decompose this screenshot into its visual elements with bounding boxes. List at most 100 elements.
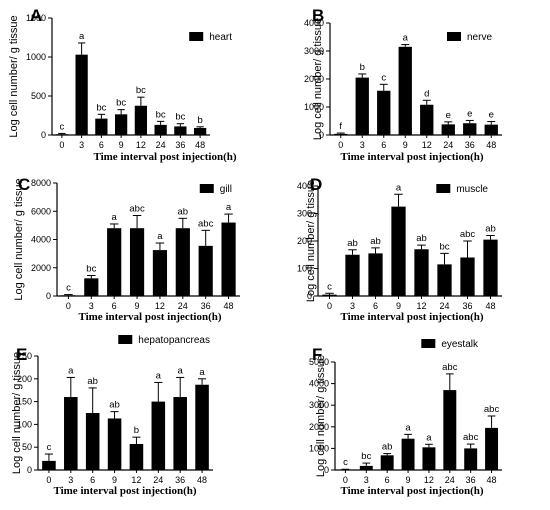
y-tick-label: 4000 bbox=[31, 235, 51, 245]
bar bbox=[175, 228, 190, 296]
x-tick-label: 6 bbox=[373, 301, 378, 311]
x-tick-label: 24 bbox=[445, 475, 455, 485]
y-tick-label: 1000 bbox=[26, 52, 46, 62]
y-tick-label: 0 bbox=[41, 130, 46, 140]
bar bbox=[107, 418, 122, 470]
y-tick-label: 0 bbox=[27, 465, 32, 475]
significance-label: ab bbox=[370, 236, 381, 247]
x-tick-label: 9 bbox=[112, 475, 117, 485]
x-axis-title: Time interval post injection(h) bbox=[340, 311, 483, 323]
significance-label: a bbox=[157, 231, 163, 242]
x-tick-label: 3 bbox=[68, 475, 73, 485]
x-axis-title: Time interval post injection(h) bbox=[340, 151, 483, 163]
x-tick-label: 9 bbox=[403, 140, 408, 150]
x-tick-label: 6 bbox=[385, 475, 390, 485]
bar bbox=[437, 264, 452, 296]
y-tick-label: 1000 bbox=[304, 102, 324, 112]
x-axis-title: Time interval post injection(h) bbox=[53, 485, 196, 497]
significance-label: ab bbox=[178, 206, 189, 217]
x-tick-label: 36 bbox=[175, 475, 185, 485]
legend-swatch bbox=[421, 339, 436, 348]
y-tick-label: 6000 bbox=[31, 206, 51, 216]
y-tick-label: 300 bbox=[297, 209, 312, 219]
x-tick-label: 12 bbox=[422, 140, 432, 150]
significance-label: a bbox=[426, 432, 432, 443]
x-tick-label: 0 bbox=[46, 475, 51, 485]
significance-label: a bbox=[226, 202, 232, 213]
significance-label: c bbox=[327, 281, 332, 292]
significance-label: a bbox=[403, 33, 409, 44]
significance-label: b bbox=[197, 115, 202, 126]
y-tick-label: 50 bbox=[22, 442, 32, 452]
bar bbox=[85, 413, 100, 470]
bar bbox=[338, 469, 352, 471]
significance-label: a bbox=[79, 31, 85, 42]
panel-letter: E bbox=[16, 345, 27, 364]
x-tick-label: 12 bbox=[416, 301, 426, 311]
legend-label: gill bbox=[220, 184, 232, 195]
bar bbox=[115, 114, 128, 135]
bar bbox=[129, 444, 144, 470]
y-tick-label: 0 bbox=[46, 291, 51, 301]
x-tick-label: 6 bbox=[381, 140, 386, 150]
x-tick-label: 9 bbox=[406, 475, 411, 485]
significance-label: e bbox=[489, 110, 494, 121]
significance-label: a bbox=[178, 365, 184, 376]
y-axis-title: Log cell number/ g tissue bbox=[13, 178, 25, 300]
significance-label: bc bbox=[116, 98, 126, 109]
legend-label: hepatopancreas bbox=[138, 335, 210, 346]
bar bbox=[377, 90, 391, 135]
x-axis-title: Time interval post injection(h) bbox=[340, 485, 483, 497]
y-tick-label: 0 bbox=[324, 465, 329, 475]
significance-label: abc bbox=[129, 203, 145, 214]
significance-label: abc bbox=[198, 218, 214, 229]
y-tick-label: 4000 bbox=[304, 18, 324, 28]
x-axis-title: Time interval post injection(h) bbox=[93, 151, 236, 163]
x-tick-label: 6 bbox=[90, 475, 95, 485]
bar bbox=[484, 124, 498, 135]
significance-label: a bbox=[405, 422, 411, 433]
significance-label: bc bbox=[175, 112, 185, 123]
bar bbox=[334, 133, 348, 135]
bar bbox=[154, 124, 167, 135]
significance-label: ab bbox=[416, 233, 427, 244]
panel-a: A Log cell number/ g tissue 0 500 1000 1500 0 c… bbox=[8, 6, 237, 163]
significance-label: a bbox=[68, 365, 74, 376]
bar bbox=[359, 465, 373, 470]
x-tick-label: 24 bbox=[443, 140, 453, 150]
x-tick-label: 12 bbox=[136, 140, 146, 150]
x-tick-label: 9 bbox=[135, 301, 140, 311]
bar bbox=[174, 126, 187, 135]
x-tick-label: 48 bbox=[486, 140, 496, 150]
bar bbox=[194, 127, 207, 135]
x-tick-label: 36 bbox=[465, 140, 475, 150]
panel-letter: F bbox=[312, 345, 322, 364]
legend-label: muscle bbox=[456, 184, 488, 195]
bar bbox=[42, 460, 56, 470]
panel-letter: D bbox=[310, 175, 322, 194]
significance-label: ab bbox=[109, 400, 120, 411]
x-tick-label: 12 bbox=[424, 475, 434, 485]
bar bbox=[152, 250, 168, 296]
bar bbox=[414, 249, 429, 296]
significance-label: abc bbox=[484, 404, 500, 415]
x-tick-label: 3 bbox=[364, 475, 369, 485]
bar bbox=[84, 278, 99, 296]
x-tick-label: 48 bbox=[485, 301, 495, 311]
x-tick-label: 12 bbox=[155, 301, 165, 311]
x-tick-label: 24 bbox=[153, 475, 163, 485]
bar bbox=[95, 118, 108, 135]
x-tick-label: 3 bbox=[79, 140, 84, 150]
significance-label: abc bbox=[460, 229, 476, 240]
y-tick-label: 100 bbox=[17, 419, 32, 429]
y-tick-label: 200 bbox=[297, 236, 312, 246]
bar bbox=[198, 245, 213, 296]
x-tick-label: 36 bbox=[462, 301, 472, 311]
x-tick-label: 6 bbox=[99, 140, 104, 150]
bar bbox=[398, 46, 412, 135]
